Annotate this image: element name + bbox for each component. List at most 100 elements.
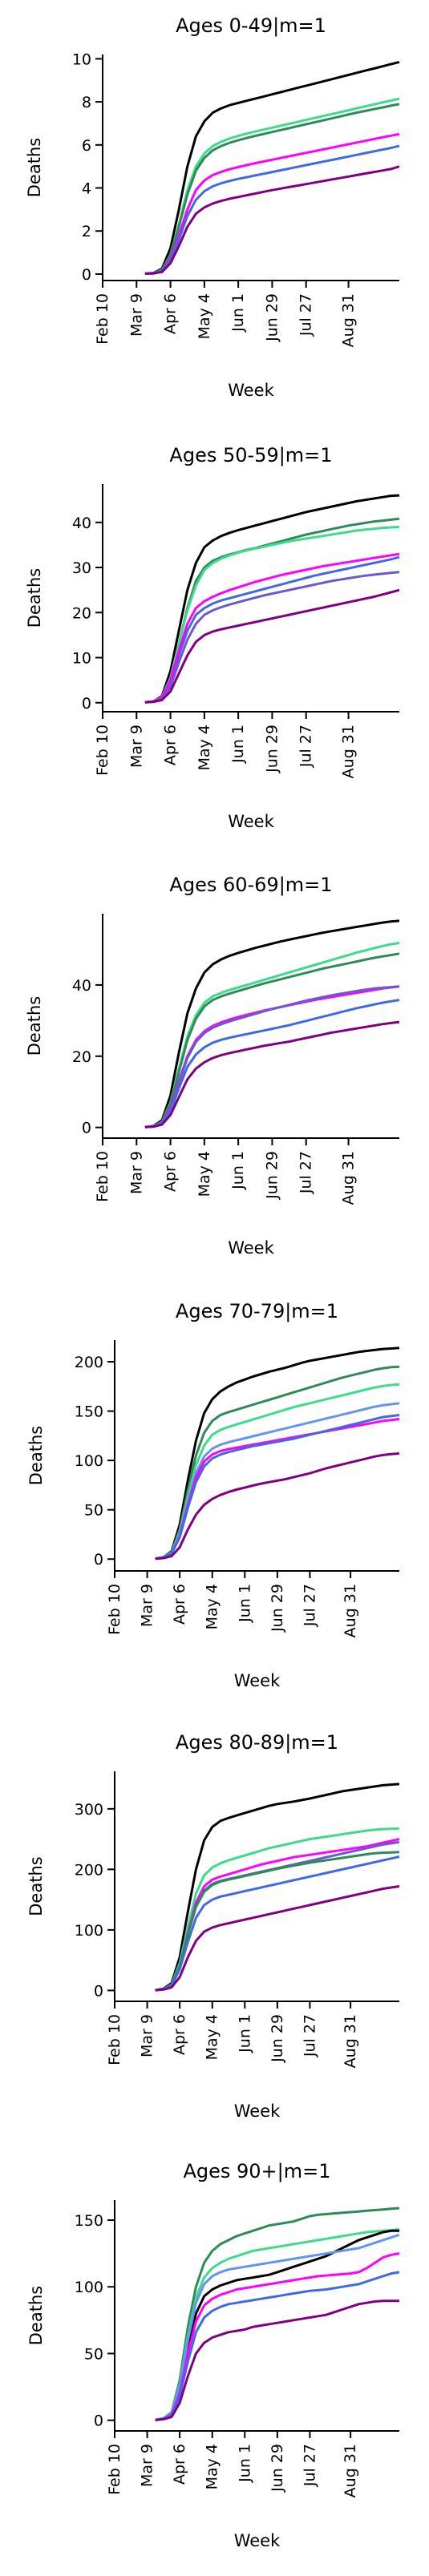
x-tick-label: Jun 1 <box>229 1151 247 1190</box>
x-tick-label: Aug 31 <box>340 293 358 347</box>
series-line-7 <box>155 1452 400 1561</box>
series-line-1 <box>155 2207 400 2421</box>
y-tick-label: 200 <box>75 1354 103 1371</box>
x-tick-label: Feb 10 <box>94 1151 111 1202</box>
series-line-1 <box>144 60 400 275</box>
y-tick-label: 0 <box>94 2412 103 2430</box>
series-line-2 <box>155 1827 400 1992</box>
series-line-7 <box>155 1885 400 1992</box>
x-tick-label: Jun 1 <box>236 1584 253 1623</box>
x-tick-label: Jun 1 <box>229 725 247 764</box>
series-line-5 <box>144 552 400 704</box>
y-tick-label: 8 <box>82 94 91 111</box>
chart-title: Ages 60-69|m=1 <box>169 874 332 896</box>
x-tick-label: Feb 10 <box>94 293 111 345</box>
x-tick-label: Jun 29 <box>263 1151 281 1200</box>
series-line-1 <box>155 1347 400 1561</box>
y-tick-label: 50 <box>84 2345 103 2363</box>
y-tick-label: 100 <box>75 1922 103 1940</box>
y-tick-label: 30 <box>72 559 91 577</box>
series-line-5 <box>155 2252 400 2421</box>
series-line-5 <box>144 985 400 1129</box>
chart-panel-2: Ages 50-59|m=1 0 10 20 30 40 Feb 10 Mar 9 Apr 6 M… <box>25 444 400 831</box>
y-tick-label: 10 <box>72 50 91 68</box>
x-axis-label: Week <box>228 1238 274 1258</box>
series-line-1 <box>155 1783 400 1992</box>
y-tick-label: 40 <box>72 515 91 532</box>
x-tick-label: May 4 <box>204 2014 221 2060</box>
x-tick-label: Feb 10 <box>94 725 111 776</box>
x-tick-label: Jun 29 <box>263 725 281 773</box>
x-tick-label: Feb 10 <box>106 1584 123 1635</box>
y-tick-label: 150 <box>75 2212 103 2230</box>
x-tick-label: Mar 9 <box>139 2444 156 2487</box>
x-tick-label: Mar 9 <box>127 1151 145 1194</box>
y-tick-label: 20 <box>72 1048 91 1066</box>
series-line-6 <box>155 1855 400 1992</box>
chart-panel-4: Ages 70-79|m=1 0 50 100 150 200 Feb 10 Mar 9 Apr… <box>26 1300 400 1690</box>
series-line-7 <box>144 1020 400 1129</box>
y-tick-label: 4 <box>82 180 91 198</box>
y-axis-label: Deaths <box>26 1856 46 1916</box>
y-tick-label: 40 <box>72 977 91 995</box>
x-tick-label: Jun 1 <box>236 2014 253 2053</box>
x-tick-label: Jul 27 <box>297 1151 315 1194</box>
x-tick-label: Aug 31 <box>340 1151 358 1205</box>
chart-panel-1: Ages 0-49|m=1 0 2 4 6 8 10 Feb 10 Mar 9 Apr 6 May … <box>25 14 400 400</box>
chart-title: Ages 50-59|m=1 <box>169 444 332 466</box>
x-tick-label: Feb 10 <box>106 2444 123 2495</box>
chart-title: Ages 90+|m=1 <box>183 2160 330 2182</box>
y-tick-label: 300 <box>75 1801 103 1819</box>
y-axis-label: Deaths <box>25 568 44 628</box>
y-axis-label: Deaths <box>25 138 44 197</box>
series-line-6 <box>144 165 400 275</box>
series-line-2 <box>144 97 400 275</box>
x-tick-label: Jun 1 <box>229 293 247 333</box>
y-tick-label: 6 <box>82 137 91 155</box>
x-tick-label: Apr 6 <box>171 1584 188 1625</box>
x-tick-label: May 4 <box>204 1584 221 1629</box>
series-line-3 <box>155 1383 400 1561</box>
x-tick-label: Jun 29 <box>269 1584 286 1633</box>
x-tick-label: Aug 31 <box>340 725 358 778</box>
y-tick-label: 0 <box>82 266 91 284</box>
y-tick-label: 100 <box>75 2279 103 2296</box>
series-line-1 <box>144 919 400 1129</box>
series-line-7 <box>144 588 400 704</box>
chart-panel-3: Ages 60-69|m=1 0 20 40 Feb 10 Mar 9 Apr 6 May 4… <box>25 874 400 1258</box>
x-tick-label: Apr 6 <box>162 725 180 765</box>
y-tick-label: 0 <box>94 1551 103 1569</box>
series-line-4 <box>155 2233 400 2421</box>
series-line-1 <box>144 494 400 704</box>
y-tick-label: 50 <box>84 1502 103 1520</box>
x-axis-label: Week <box>234 2102 281 2121</box>
x-axis-label: Week <box>234 2531 281 2550</box>
series-line-6 <box>144 999 400 1129</box>
x-tick-label: Apr 6 <box>162 293 180 334</box>
y-axis-label: Deaths <box>25 996 44 1056</box>
x-tick-label: Jun 1 <box>236 2444 253 2483</box>
series-line-4 <box>155 1402 400 1561</box>
series-line-6 <box>155 1414 400 1561</box>
x-tick-label: Jul 27 <box>301 2444 318 2487</box>
y-tick-label: 0 <box>94 1982 103 2000</box>
series-line-5 <box>155 1418 400 1561</box>
x-axis-label: Week <box>228 812 274 831</box>
x-tick-label: Apr 6 <box>171 2444 188 2485</box>
x-tick-label: Jul 27 <box>301 2014 318 2057</box>
x-tick-label: Mar 9 <box>127 293 145 337</box>
x-tick-label: Apr 6 <box>171 2014 188 2055</box>
x-tick-label: Jul 27 <box>301 1584 318 1627</box>
series-line-2 <box>144 941 400 1129</box>
series-line-4 <box>144 132 400 275</box>
series-line-5 <box>155 1851 400 1992</box>
series-line-5 <box>144 144 400 275</box>
x-tick-label: Jun 29 <box>263 293 281 342</box>
x-tick-label: Mar 9 <box>139 2014 156 2057</box>
series-line-6 <box>155 2271 400 2421</box>
y-tick-label: 200 <box>75 1861 103 1879</box>
series-line-3 <box>144 103 400 275</box>
series-line-3 <box>144 952 400 1129</box>
x-tick-label: May 4 <box>204 2444 221 2489</box>
